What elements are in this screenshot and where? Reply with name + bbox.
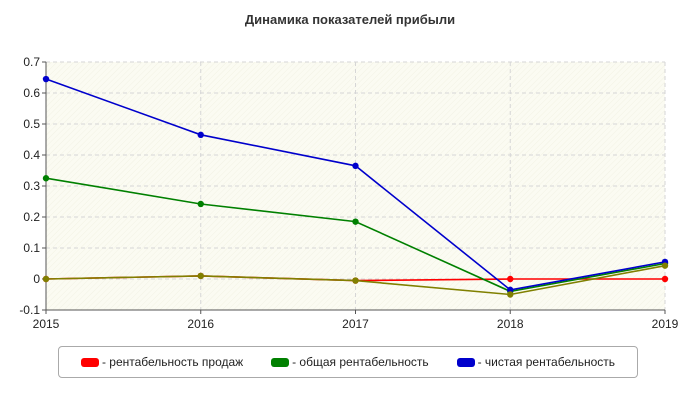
legend-label: - общая рентабельность (292, 355, 429, 369)
y-tick-label: 0.7 (23, 55, 40, 69)
legend-swatch-red (80, 357, 99, 367)
data-point-0-4 (661, 275, 669, 283)
y-tick-label: 0.1 (23, 241, 40, 255)
y-tick-label: 0.5 (23, 117, 40, 131)
data-point-3-0 (42, 275, 50, 283)
data-point-1-2 (352, 218, 359, 225)
x-tick-label: 2019 (652, 317, 679, 331)
y-tick-label: 0 (33, 272, 40, 286)
data-point-3-3 (507, 291, 514, 298)
x-tick-label: 2016 (187, 317, 214, 331)
y-tick-label: 0.2 (23, 210, 40, 224)
data-point-2-2 (352, 162, 359, 170)
grid (45, 61, 666, 311)
data-point-3-4 (661, 262, 669, 269)
axes (42, 61, 666, 314)
x-tick-label: 2018 (497, 317, 524, 331)
legend-swatch-green (271, 357, 290, 367)
legend-label: - рентабельность продаж (101, 355, 244, 369)
data-point-3-1 (197, 272, 204, 280)
series (42, 75, 669, 298)
legend: - рентабельность продаж - общая рентабел… (58, 346, 638, 378)
data-point-1-1 (197, 200, 204, 208)
legend-label: - чистая рентабельность (477, 355, 616, 369)
legend-swatch-blue (456, 357, 475, 367)
legend-item-total: - общая рентабельность (271, 355, 429, 369)
y-tick-label: 0.3 (23, 179, 40, 193)
chart-title: Динамика показателей прибыли (244, 12, 456, 27)
data-point-0-3 (507, 275, 514, 283)
data-point-1-0 (42, 175, 50, 182)
y-tick-label: 0.4 (23, 148, 40, 162)
data-point-3-2 (352, 277, 359, 284)
x-tick-label: 2017 (342, 317, 369, 331)
x-tick-label: 2015 (33, 317, 60, 331)
data-point-2-0 (42, 75, 50, 83)
y-tick-label: -0.1 (19, 303, 40, 317)
data-point-2-3 (507, 286, 514, 294)
y-tick-label: 0.6 (23, 86, 40, 100)
data-point-2-1 (197, 131, 204, 139)
legend-item-net: - чистая рентабельность (456, 355, 616, 369)
legend-item-sales: - рентабельность продаж (80, 355, 244, 369)
